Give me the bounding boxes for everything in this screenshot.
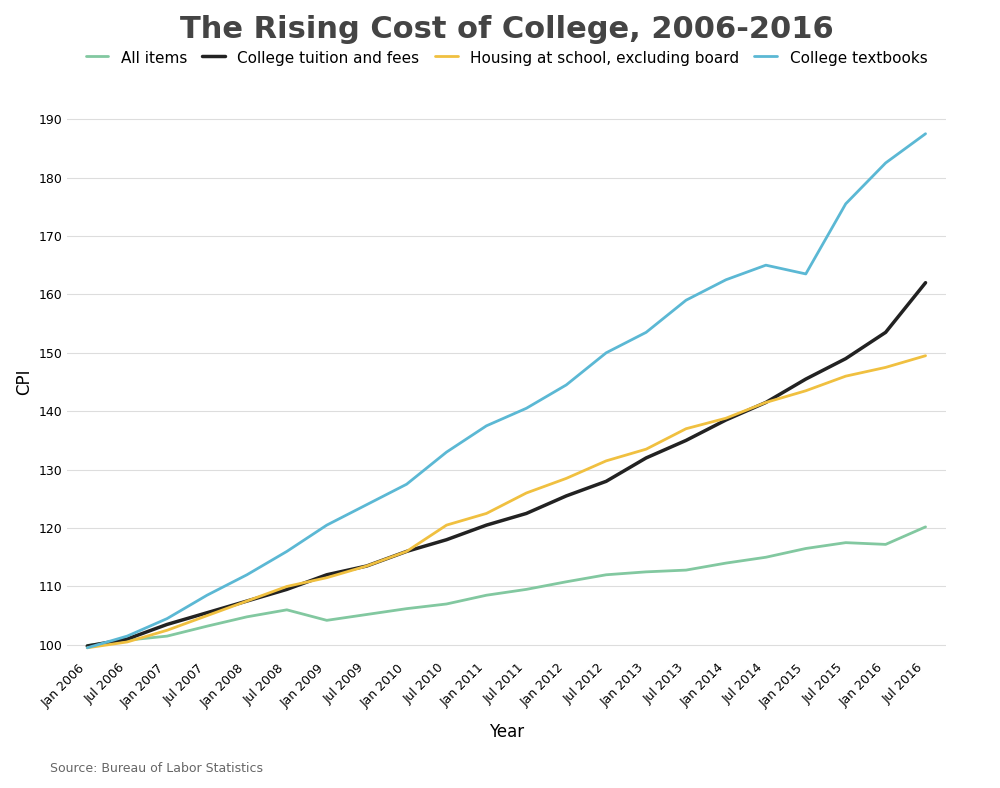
All items (241, 612, 253, 622)
Housing at school, excluding board (361, 561, 373, 571)
Line: Housing at school, excluding board: Housing at school, excluding board (87, 355, 926, 648)
College tuition and fees (640, 453, 652, 463)
All items (760, 552, 772, 562)
All items (441, 599, 453, 608)
College textbooks (600, 348, 612, 358)
All items (121, 635, 133, 645)
Housing at school, excluding board (920, 351, 932, 360)
College textbooks (520, 403, 532, 413)
College textbooks (840, 199, 852, 209)
College tuition and fees (201, 608, 213, 618)
College tuition and fees (281, 585, 293, 594)
College textbooks (201, 590, 213, 600)
College textbooks (560, 380, 572, 389)
College tuition and fees (520, 509, 532, 519)
College textbooks (321, 520, 333, 530)
College tuition and fees (920, 278, 932, 288)
Housing at school, excluding board (81, 643, 93, 652)
College textbooks (121, 631, 133, 641)
Housing at school, excluding board (560, 474, 572, 483)
Housing at school, excluding board (121, 637, 133, 647)
All items (640, 567, 652, 577)
College tuition and fees (480, 520, 492, 530)
College textbooks (81, 643, 93, 652)
X-axis label: Year: Year (489, 723, 524, 742)
Housing at school, excluding board (281, 582, 293, 591)
All items (600, 570, 612, 579)
Line: All items: All items (87, 527, 926, 645)
All items (201, 622, 213, 631)
All items (840, 538, 852, 548)
Housing at school, excluding board (720, 414, 732, 423)
Line: College tuition and fees: College tuition and fees (87, 283, 926, 646)
College tuition and fees (800, 374, 812, 384)
College tuition and fees (241, 597, 253, 606)
College tuition and fees (560, 491, 572, 500)
Housing at school, excluding board (161, 626, 173, 635)
College tuition and fees (441, 535, 453, 545)
College textbooks (720, 275, 732, 284)
College textbooks (880, 158, 892, 168)
All items (480, 590, 492, 600)
Line: College textbooks: College textbooks (87, 134, 926, 648)
College tuition and fees (121, 634, 133, 644)
Housing at school, excluding board (241, 597, 253, 606)
College tuition and fees (840, 354, 852, 363)
College textbooks (361, 500, 373, 509)
All items (520, 585, 532, 594)
All items (81, 641, 93, 650)
College textbooks (640, 328, 652, 337)
Y-axis label: CPI: CPI (15, 369, 33, 396)
All items (401, 604, 413, 613)
College textbooks (760, 261, 772, 270)
Housing at school, excluding board (760, 398, 772, 407)
Housing at school, excluding board (800, 386, 812, 396)
College tuition and fees (680, 436, 692, 445)
Housing at school, excluding board (640, 444, 652, 454)
All items (560, 577, 572, 586)
College textbooks (800, 269, 812, 279)
Housing at school, excluding board (600, 456, 612, 466)
College tuition and fees (321, 570, 333, 579)
College textbooks (480, 421, 492, 430)
Housing at school, excluding board (201, 611, 213, 620)
All items (720, 559, 732, 568)
All items (800, 544, 812, 553)
College textbooks (281, 547, 293, 556)
Housing at school, excluding board (441, 520, 453, 530)
College tuition and fees (880, 328, 892, 337)
College tuition and fees (760, 398, 772, 407)
College textbooks (920, 129, 932, 139)
College tuition and fees (401, 547, 413, 556)
All items (361, 610, 373, 619)
College textbooks (441, 448, 453, 457)
All items (920, 522, 932, 532)
College textbooks (680, 296, 692, 305)
Text: Source: Bureau of Labor Statistics: Source: Bureau of Labor Statistics (50, 762, 263, 775)
Housing at school, excluding board (401, 547, 413, 556)
College tuition and fees (81, 641, 93, 651)
College tuition and fees (720, 415, 732, 425)
Housing at school, excluding board (321, 573, 333, 582)
All items (880, 540, 892, 549)
College tuition and fees (361, 561, 373, 571)
Housing at school, excluding board (880, 362, 892, 372)
College tuition and fees (161, 619, 173, 629)
Housing at school, excluding board (840, 371, 852, 381)
College tuition and fees (600, 477, 612, 486)
College textbooks (161, 614, 173, 623)
All items (680, 565, 692, 574)
Housing at school, excluding board (480, 509, 492, 519)
All items (281, 605, 293, 615)
Legend: All items, College tuition and fees, Housing at school, excluding board, College: All items, College tuition and fees, Hou… (79, 43, 933, 72)
All items (321, 615, 333, 625)
Title: The Rising Cost of College, 2006-2016: The Rising Cost of College, 2006-2016 (180, 15, 833, 44)
College textbooks (401, 480, 413, 489)
Housing at school, excluding board (520, 489, 532, 498)
All items (161, 631, 173, 641)
College textbooks (241, 570, 253, 579)
Housing at school, excluding board (680, 424, 692, 433)
